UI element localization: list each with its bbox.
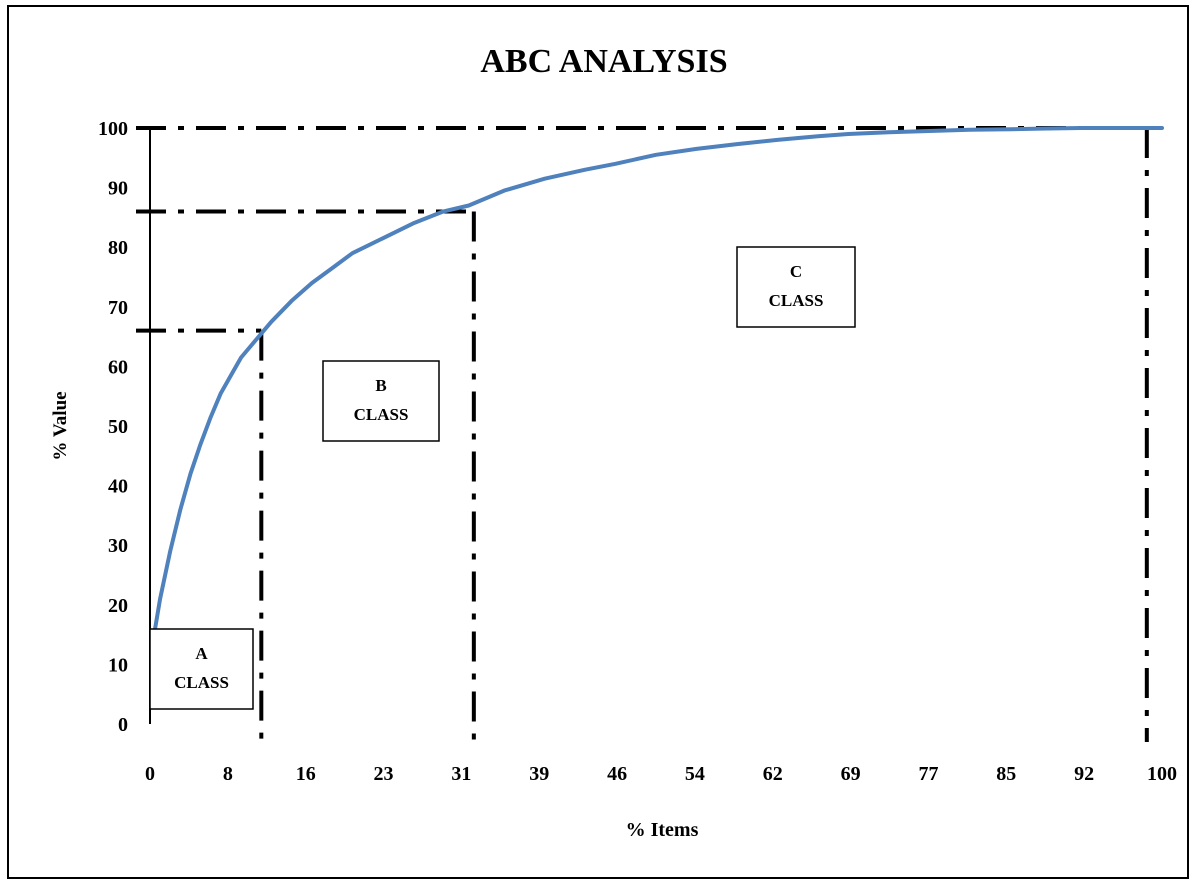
x-tick-labels: 0 8 16 23 31 39 46 54 62 69 77 85 92 100 [145, 763, 1177, 785]
class-box-word: CLASS [174, 673, 229, 692]
x-axis-label: % Items [626, 819, 699, 841]
y-axis-label: % Value [50, 391, 71, 460]
y-tick-labels: 0 10 20 30 40 50 60 70 80 90 100 [98, 118, 128, 736]
x-tick-label: 0 [145, 763, 155, 785]
x-tick-label: 39 [529, 763, 549, 785]
class-box-c: C CLASS [736, 246, 856, 328]
x-tick-label: 62 [763, 763, 783, 785]
x-tick-label: 100 [1147, 763, 1177, 785]
y-tick-label: 40 [108, 476, 128, 498]
x-tick-label: 54 [685, 763, 705, 785]
x-tick-label: 92 [1074, 763, 1094, 785]
cumulative-value-curve [153, 126, 1164, 631]
class-box-b: B CLASS [322, 360, 440, 442]
y-tick-label: 20 [108, 595, 128, 617]
x-tick-label: 46 [607, 763, 627, 785]
class-box-frame [322, 360, 440, 442]
y-tick-label: 70 [108, 297, 128, 319]
chart-border [7, 5, 1189, 879]
x-tick-label: 77 [918, 763, 938, 785]
class-box-word: CLASS [354, 405, 409, 424]
class-box-word: CLASS [769, 291, 824, 310]
class-box-letter: C [790, 262, 802, 281]
class-annotations: A CLASS B CLASS C CLASS [149, 246, 856, 710]
y-tick-label: 10 [108, 654, 128, 676]
x-tick-label: 16 [296, 763, 316, 785]
x-tick-label: 69 [841, 763, 861, 785]
y-tick-label: 100 [98, 118, 128, 140]
x-tick-label: 85 [996, 763, 1016, 785]
y-tick-label: 90 [108, 178, 128, 200]
x-tick-label: 8 [223, 763, 233, 785]
y-tick-label: 60 [108, 356, 128, 378]
x-tick-label: 23 [374, 763, 394, 785]
y-tick-label: 50 [108, 416, 128, 438]
x-tick-label: 31 [451, 763, 471, 785]
class-box-letter: B [375, 376, 386, 395]
class-box-letter: A [195, 644, 208, 663]
y-tick-label: 30 [108, 535, 128, 557]
chart-title: ABC ANALYSIS [480, 43, 727, 80]
y-tick-label: 0 [118, 714, 128, 736]
class-box-frame [736, 246, 856, 328]
y-tick-label: 80 [108, 237, 128, 259]
class-box-a: A CLASS [149, 628, 254, 710]
class-box-frame [149, 628, 254, 710]
